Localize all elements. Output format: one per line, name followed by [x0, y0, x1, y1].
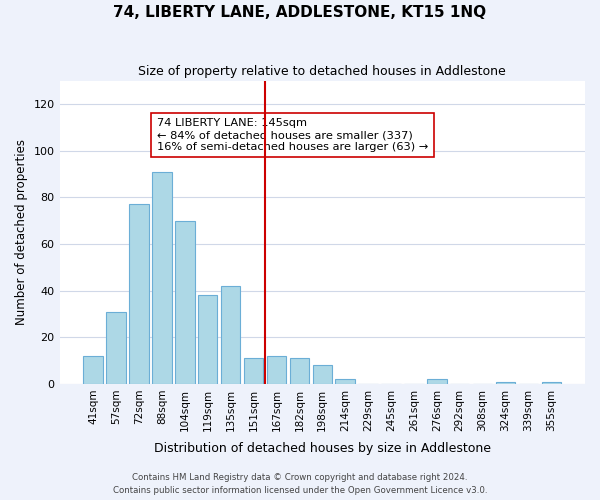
Bar: [267, 356, 286, 384]
Bar: [221, 286, 241, 384]
Bar: [290, 358, 309, 384]
Bar: [335, 379, 355, 384]
Title: Size of property relative to detached houses in Addlestone: Size of property relative to detached ho…: [139, 65, 506, 78]
Text: 74, LIBERTY LANE, ADDLESTONE, KT15 1NQ: 74, LIBERTY LANE, ADDLESTONE, KT15 1NQ: [113, 5, 487, 20]
Bar: [313, 365, 332, 384]
Bar: [198, 295, 217, 384]
Bar: [129, 204, 149, 384]
Bar: [542, 382, 561, 384]
Y-axis label: Number of detached properties: Number of detached properties: [15, 139, 28, 325]
Text: 74 LIBERTY LANE: 145sqm
← 84% of detached houses are smaller (337)
16% of semi-d: 74 LIBERTY LANE: 145sqm ← 84% of detache…: [157, 118, 428, 152]
Bar: [152, 172, 172, 384]
Bar: [175, 220, 194, 384]
X-axis label: Distribution of detached houses by size in Addlestone: Distribution of detached houses by size …: [154, 442, 491, 455]
Text: Contains HM Land Registry data © Crown copyright and database right 2024.
Contai: Contains HM Land Registry data © Crown c…: [113, 474, 487, 495]
Bar: [427, 379, 446, 384]
Bar: [496, 382, 515, 384]
Bar: [244, 358, 263, 384]
Bar: [106, 312, 126, 384]
Bar: [83, 356, 103, 384]
